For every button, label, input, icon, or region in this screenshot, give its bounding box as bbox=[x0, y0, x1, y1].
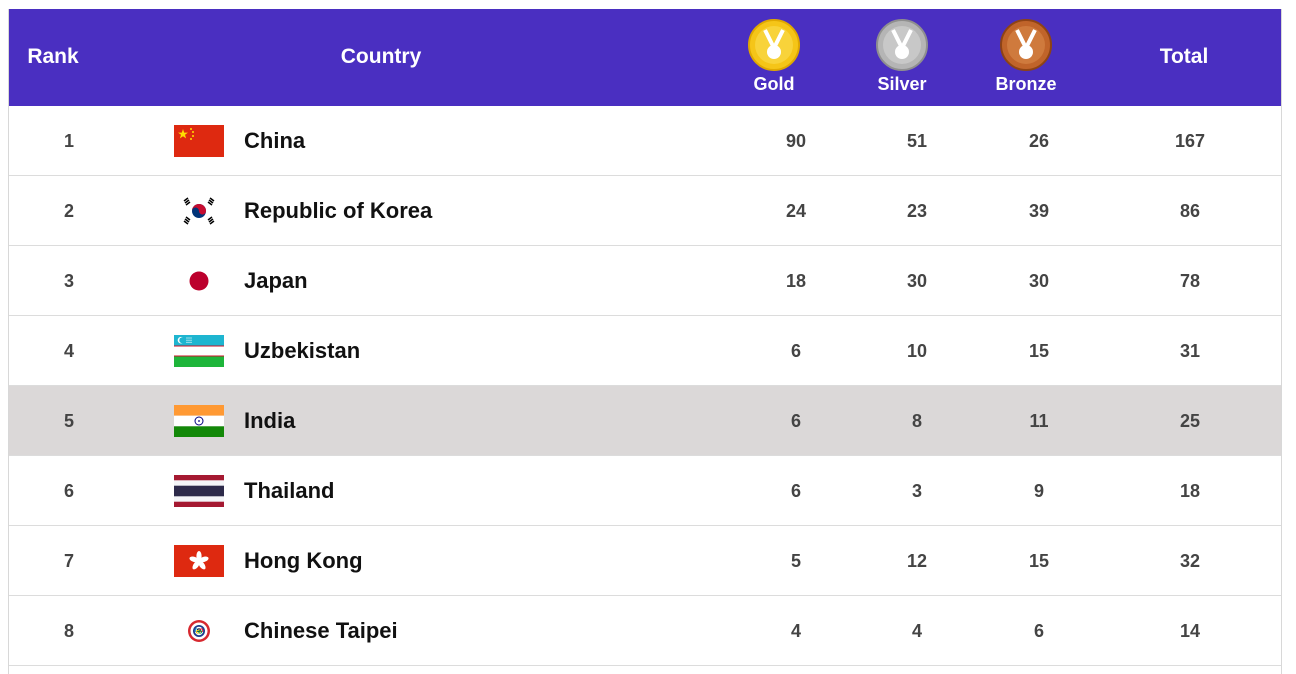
rank-cell: 4 bbox=[63, 341, 74, 361]
bronze-header[interactable]: Bronze bbox=[976, 18, 1076, 95]
bronze-count: 30 bbox=[1028, 271, 1050, 291]
bronze-count: 11 bbox=[1029, 411, 1049, 431]
table-row[interactable]: 6 Thailand 6 3 9 18 bbox=[9, 456, 1281, 526]
thailand-flag-icon bbox=[174, 475, 224, 507]
bronze-count: 6 bbox=[1033, 621, 1044, 641]
total-count: 86 bbox=[1179, 201, 1201, 221]
table-row[interactable]: 5 India 6 8 11 25 bbox=[9, 386, 1281, 456]
country-name[interactable]: Hong Kong bbox=[244, 548, 363, 573]
rank-cell: 2 bbox=[63, 201, 74, 221]
silver-count: 10 bbox=[906, 341, 928, 361]
silver-count: 8 bbox=[911, 411, 922, 431]
bronze-count: 26 bbox=[1028, 131, 1050, 151]
country-name[interactable]: Chinese Taipei bbox=[244, 618, 398, 643]
silver-count: 30 bbox=[906, 271, 928, 291]
silver-medal-icon bbox=[876, 19, 928, 71]
country-header[interactable]: Country bbox=[340, 45, 422, 68]
silver-count: 3 bbox=[911, 481, 922, 501]
gold-count: 6 bbox=[790, 411, 801, 431]
silver-header[interactable]: Silver bbox=[852, 18, 952, 95]
rank-cell: 1 bbox=[63, 131, 74, 151]
table-row[interactable]: 7 Hong Kong 5 12 15 32 bbox=[9, 526, 1281, 596]
japan-flag-icon bbox=[174, 265, 224, 297]
rank-cell: 6 bbox=[63, 481, 74, 501]
bronze-medal-icon bbox=[1000, 19, 1052, 71]
bronze-label: Bronze bbox=[995, 74, 1057, 94]
korea-flag-icon bbox=[174, 195, 224, 227]
gold-count: 24 bbox=[785, 201, 807, 221]
total-count: 78 bbox=[1179, 271, 1201, 291]
india-flag-icon bbox=[174, 405, 224, 437]
silver-count: 51 bbox=[906, 131, 928, 151]
total-count: 31 bbox=[1179, 341, 1201, 361]
total-count: 25 bbox=[1179, 411, 1201, 431]
gold-count: 6 bbox=[790, 341, 801, 361]
bronze-count: 39 bbox=[1028, 201, 1050, 221]
table-header: Rank Country Gold Silver bbox=[9, 9, 1281, 106]
gold-medal-icon bbox=[748, 19, 800, 71]
country-name[interactable]: Uzbekistan bbox=[244, 338, 361, 363]
country-name[interactable]: India bbox=[244, 408, 296, 433]
gold-count: 5 bbox=[790, 551, 801, 571]
silver-label: Silver bbox=[877, 74, 927, 94]
hong-kong-flag-icon bbox=[174, 545, 224, 577]
gold-header[interactable]: Gold bbox=[724, 18, 824, 95]
bronze-count: 9 bbox=[1033, 481, 1044, 501]
rank-cell: 8 bbox=[63, 621, 74, 641]
total-count: 167 bbox=[1174, 131, 1206, 151]
silver-count: 23 bbox=[906, 201, 928, 221]
rank-header[interactable]: Rank bbox=[27, 45, 79, 68]
gold-count: 6 bbox=[790, 481, 801, 501]
country-name[interactable]: Japan bbox=[244, 268, 308, 293]
country-name[interactable]: Thailand bbox=[244, 478, 335, 503]
silver-count: 12 bbox=[906, 551, 928, 571]
bronze-count: 15 bbox=[1028, 551, 1050, 571]
gold-count: 4 bbox=[790, 621, 801, 641]
table-row[interactable]: 8 Chinese Taip bbox=[9, 596, 1281, 666]
table-row[interactable]: 1 China 90 51 26 167 bbox=[9, 106, 1281, 176]
chinese-taipei-flag-icon bbox=[174, 615, 224, 647]
medal-table: Rank Country Gold Silver bbox=[8, 9, 1282, 674]
gold-count: 90 bbox=[785, 131, 807, 151]
china-flag-icon bbox=[174, 125, 224, 157]
rank-cell: 5 bbox=[63, 411, 74, 431]
bronze-count: 15 bbox=[1028, 341, 1050, 361]
gold-count: 18 bbox=[785, 271, 807, 291]
rank-cell: 3 bbox=[63, 271, 74, 291]
country-name[interactable]: China bbox=[244, 128, 306, 153]
silver-count: 4 bbox=[911, 621, 922, 641]
table-row[interactable]: 2 Republic of Korea 24 23 39 86 bbox=[9, 176, 1281, 246]
total-count: 14 bbox=[1179, 621, 1201, 641]
country-name[interactable]: Republic of Korea bbox=[244, 198, 433, 223]
table-row[interactable]: 3 Japan 18 30 30 78 bbox=[9, 246, 1281, 316]
table-row[interactable]: 4 Uzbekistan 6 10 15 31 bbox=[9, 316, 1281, 386]
rank-cell: 7 bbox=[63, 551, 74, 571]
uzbekistan-flag-icon bbox=[174, 335, 224, 367]
total-count: 18 bbox=[1179, 481, 1201, 501]
total-count: 32 bbox=[1179, 551, 1201, 571]
total-header[interactable]: Total bbox=[1159, 45, 1209, 68]
gold-label: Gold bbox=[753, 74, 795, 94]
